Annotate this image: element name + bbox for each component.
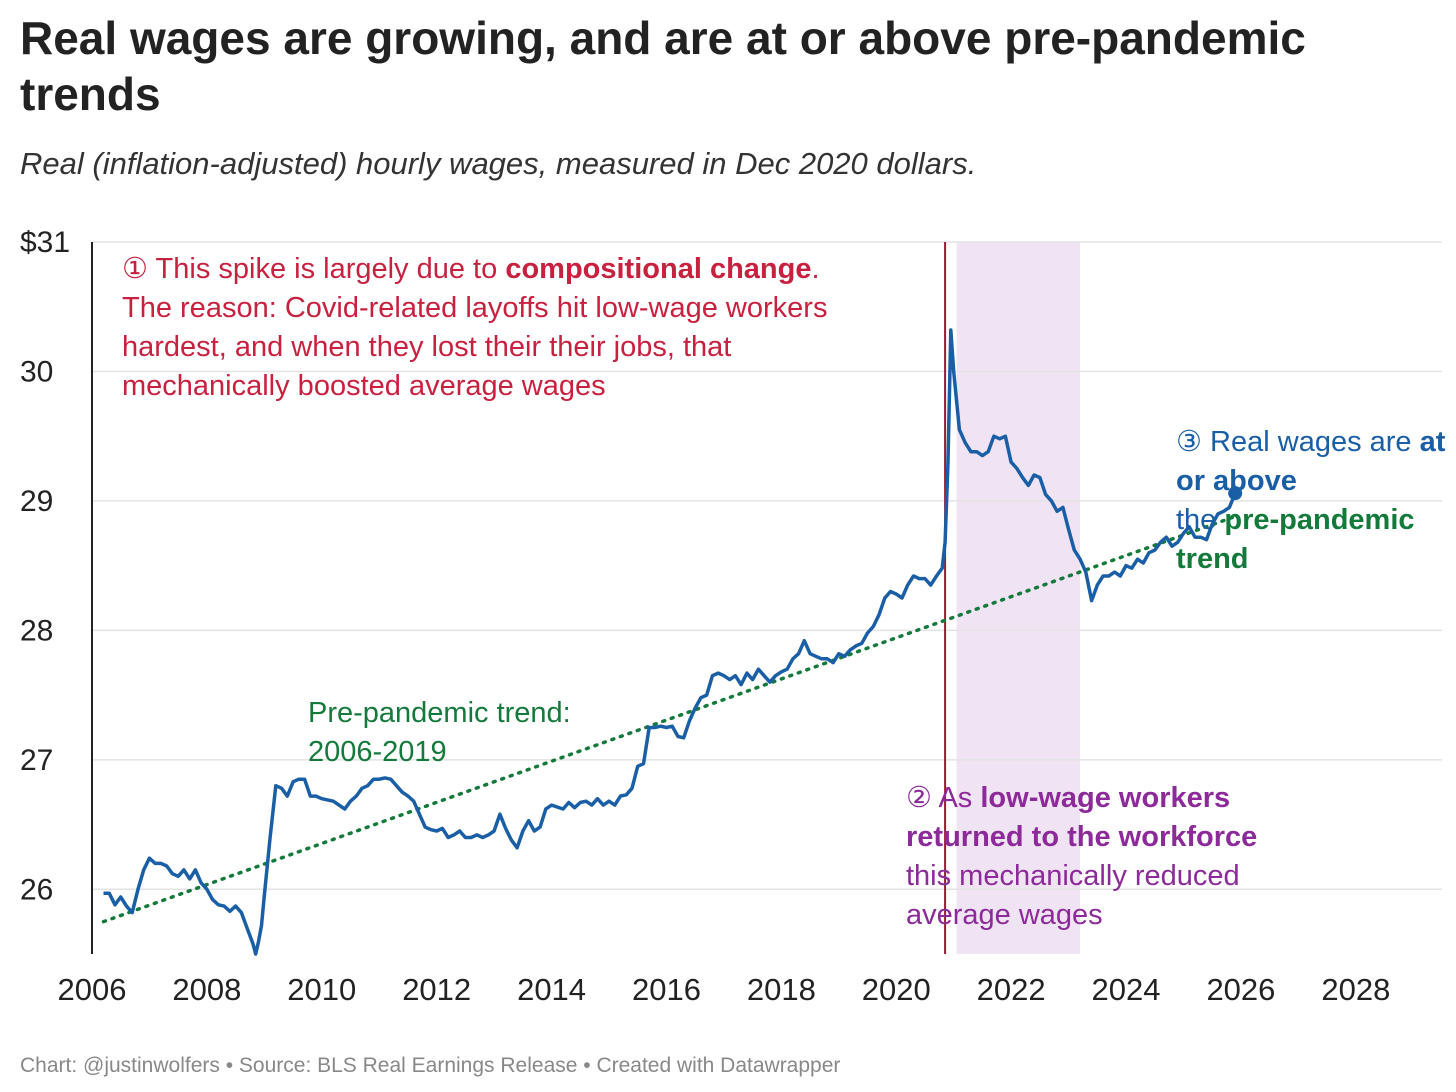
annotation-compositional-change: ① This spike is largely due to compositi… [122,250,902,406]
annotation-marker: ② [906,782,932,814]
annotation-marker: ① [122,253,148,285]
last-point-marker [1228,486,1243,501]
annotation-text: This spike is largely due to [148,253,506,285]
x-tick-label: 2010 [287,972,356,1007]
chart-plot-area: $31 30 29 28 27 26 2006 2008 2010 2012 2014 2016 201… [20,226,1442,1007]
x-tick-label: 2024 [1092,972,1161,1007]
annotation-workers-returned: ② As low-wage workers returned to the wo… [906,779,1326,935]
x-tick-label: 2028 [1321,972,1390,1007]
x-tick-label: 2012 [402,972,471,1007]
annotation-text: the [1176,504,1225,536]
y-tick-label: 29 [20,485,53,518]
annotation-bold: pre-pandemic trend [1176,504,1415,575]
annotation-text: Real wages are [1202,426,1420,458]
y-tick-label: $31 [20,226,70,259]
annotation-bold: compositional change [505,253,812,285]
x-tick-label: 2014 [517,972,586,1007]
x-tick-label: 2016 [632,972,701,1007]
x-tick-label: 2018 [747,972,816,1007]
chart-footer: Chart: @justinwolfers • Source: BLS Real… [20,1054,841,1077]
wage-series-line [103,328,1237,956]
x-tick-label: 2020 [862,972,931,1007]
trend-label: Pre-pandemic trend: 2006-2019 [308,697,571,768]
annotation-bold: at or above [1176,426,1446,497]
y-tick-label: 28 [20,614,53,647]
annotation-bold: low-wage workers returned to the workfor… [906,782,1258,853]
x-tick-label: 2006 [58,972,127,1007]
annotation-real-wages-above-trend: ③ Real wages are at or above the pre-pand… [1176,423,1456,579]
y-tick-label: 30 [20,355,53,388]
annotation-text: . [811,253,820,285]
annotation-text: The reason: Covid-related layoffs hit lo… [122,292,828,402]
annotation-text: this mechanically reduced average wages [906,860,1240,931]
x-tick-label: 2026 [1206,972,1275,1007]
x-tick-label: 2008 [172,972,241,1007]
y-tick-label: 26 [20,873,53,906]
chart-subtitle: Real (inflation-adjusted) hourly wages, … [20,146,977,181]
shaded-period [956,242,1081,954]
annotation-text: As [932,782,981,814]
trend-line [101,514,1237,924]
y-tick-label: 27 [20,744,53,777]
chart-title: Real wages are growing, and are at or ab… [20,12,1306,120]
annotation-marker: ③ [1176,426,1202,458]
x-tick-label: 2022 [977,972,1046,1007]
